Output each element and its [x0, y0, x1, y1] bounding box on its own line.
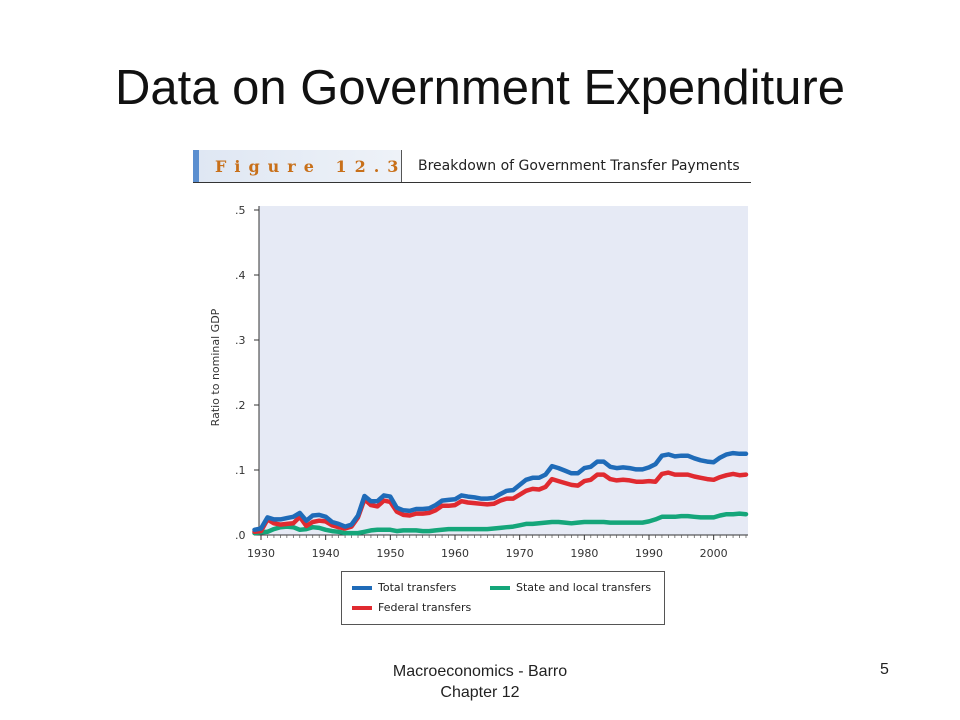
figure-tab: Figure 12.3 [193, 150, 401, 182]
y-tick-label: .2 [235, 399, 246, 412]
x-tick-label: 1960 [441, 547, 469, 560]
footer-course: Macroeconomics - Barro [392, 663, 568, 680]
x-tick-label: 1950 [376, 547, 404, 560]
series-line-state-local [252, 511, 749, 536]
chart-legend: Total transfers State and local transfer… [341, 571, 665, 625]
y-tick-label: .4 [235, 269, 246, 282]
legend-item-total: Total transfers [352, 581, 456, 594]
legend-item-federal: Federal transfers [352, 601, 471, 614]
y-tick-label: .3 [235, 334, 246, 347]
x-tick-label: 1970 [506, 547, 534, 560]
y-tick-label: .5 [235, 204, 246, 217]
y-axis-label: Ratio to nominal GDP [209, 308, 222, 426]
x-tick-label: 2000 [700, 547, 728, 560]
slide-title: Data on Government Expenditure [115, 61, 845, 115]
figure-header: Figure 12.3 Breakdown of Government Tran… [193, 150, 751, 184]
plot-background [259, 206, 748, 535]
figure-rule [193, 182, 751, 183]
legend-swatch-federal [352, 606, 372, 610]
figure-label: Figure 12.3 [215, 157, 407, 176]
x-tick-label: 1930 [247, 547, 275, 560]
figure-title: Breakdown of Government Transfer Payment… [418, 158, 740, 174]
series-line-total [252, 450, 749, 533]
legend-swatch-total [352, 586, 372, 590]
legend-item-state-local: State and local transfers [490, 581, 651, 594]
page-number: 5 [880, 661, 889, 678]
legend-label-federal: Federal transfers [378, 601, 472, 614]
figure-separator [401, 150, 402, 182]
x-tick-label: 1990 [635, 547, 663, 560]
x-tick-label: 1940 [312, 547, 340, 560]
footer-chapter: Chapter 12 [440, 684, 520, 701]
legend-label-total: Total transfers [378, 581, 457, 594]
slide-footer: Macroeconomics - Barro Chapter 12 [355, 661, 605, 703]
y-tick-label: .1 [235, 464, 246, 477]
series-line-federal [252, 470, 749, 535]
y-tick-label: .0 [235, 529, 246, 542]
legend-label-state-local: State and local transfers [516, 581, 652, 594]
x-tick-label: 1980 [570, 547, 598, 560]
line-chart: .0 .1 .2 .3 .4 .5 1930 1940 1950 1960 1970 1980 1990… [209, 204, 749, 560]
legend-swatch-state-local [490, 586, 510, 590]
